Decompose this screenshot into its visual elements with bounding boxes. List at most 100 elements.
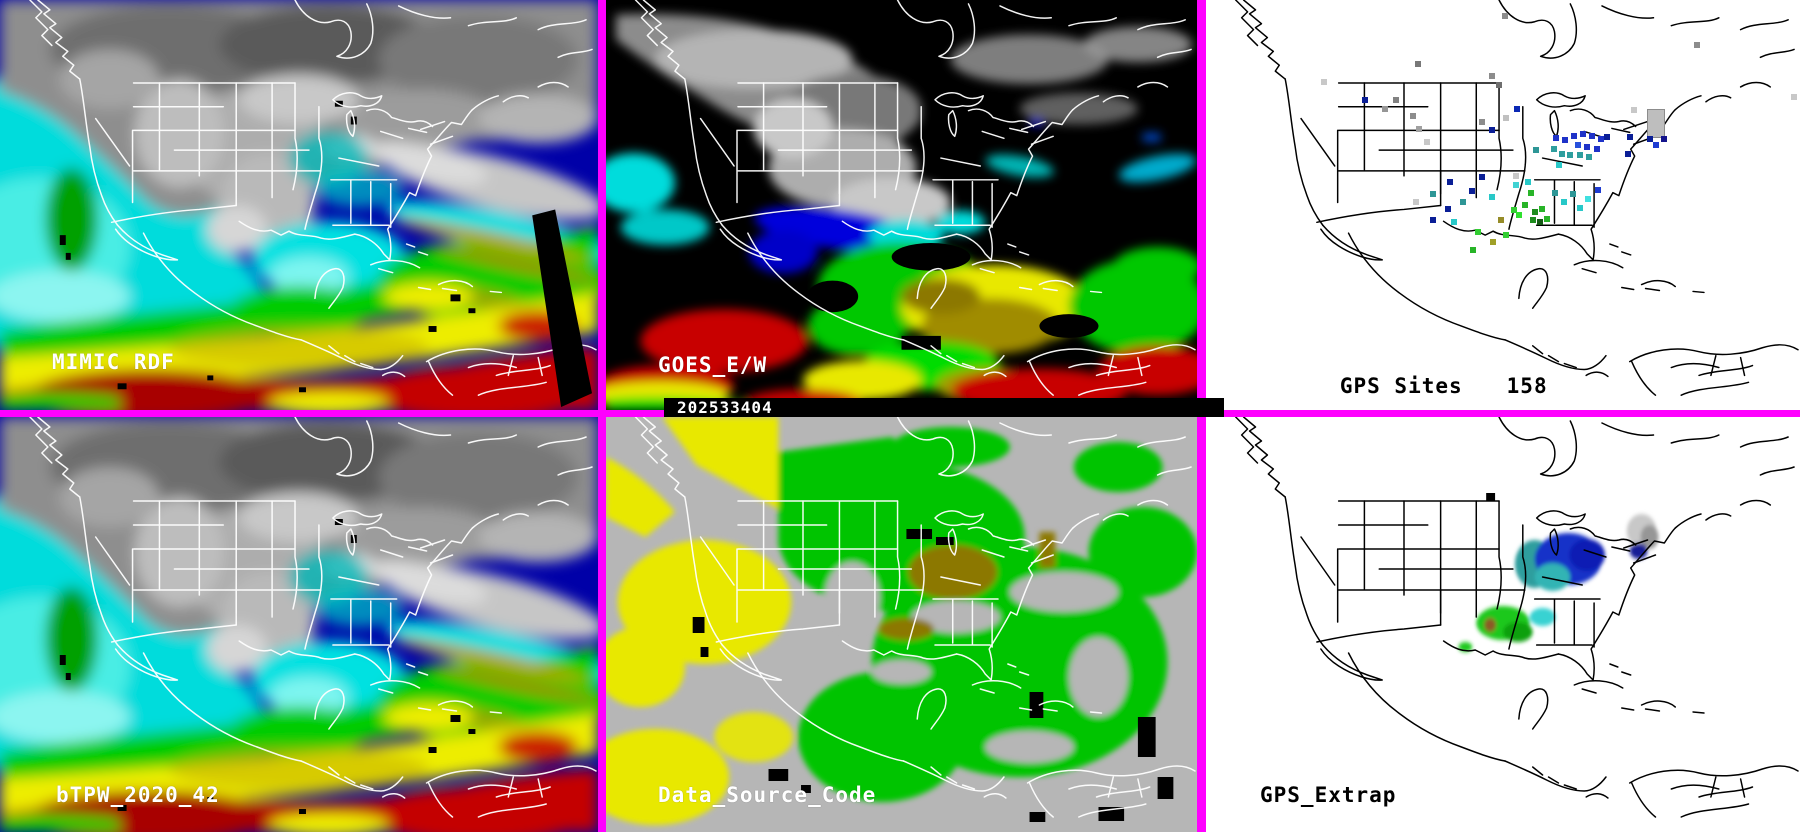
- gps-site-square: [1552, 190, 1558, 196]
- gps-site-square: [1490, 239, 1496, 245]
- gps-site-square: [1556, 162, 1562, 168]
- gps-site-square: [1479, 174, 1485, 180]
- gps-site-square: [1561, 199, 1567, 205]
- gps-site-square: [1653, 142, 1659, 148]
- gps-site-square: [1503, 115, 1509, 121]
- gps-site-square: [1393, 97, 1399, 103]
- gps-sites-map-art: [1206, 0, 1800, 410]
- gps-site-square: [1530, 217, 1536, 223]
- gps-site-square: [1489, 194, 1495, 200]
- gps-site-square: [1559, 151, 1565, 157]
- gps-site-square: [1502, 13, 1508, 19]
- gps-site-square: [1577, 152, 1583, 158]
- gps-site-square: [1514, 106, 1520, 112]
- panel-label-data-source-code: Data_Source_Code: [658, 783, 877, 807]
- gps-site-square: [1544, 216, 1550, 222]
- btpw-map-art: [0, 417, 598, 832]
- gps-site-square: [1469, 188, 1475, 194]
- gps-site-square: [1625, 151, 1631, 157]
- gps-site-square: [1627, 134, 1633, 140]
- gps-site-square: [1562, 137, 1568, 143]
- gps-site-square: [1533, 147, 1539, 153]
- gps-site-square: [1604, 134, 1610, 140]
- gps-site-square: [1416, 126, 1422, 132]
- panel-goes-ew: GOES_E/W: [606, 0, 1197, 410]
- gps-site-square: [1447, 179, 1453, 185]
- gps-site-square: [1539, 206, 1545, 212]
- gps-site-square: [1567, 152, 1573, 158]
- gps-site-square: [1647, 136, 1653, 142]
- satellite-gap-streak: [532, 209, 593, 408]
- gps-site-square: [1589, 133, 1595, 139]
- gps-site-square: [1382, 106, 1388, 112]
- gps-site-square: [1522, 202, 1528, 208]
- timestamp-bar: 202533404: [664, 398, 1224, 417]
- panel-gps-sites: GPS Sites 158: [1206, 0, 1800, 410]
- gps-site-square: [1489, 127, 1495, 133]
- vermont-gray-block: [1647, 109, 1665, 138]
- gps-site-square: [1451, 219, 1457, 225]
- extrap-blobs: [1458, 514, 1659, 652]
- panel-btpw: bTPW_2020_42: [0, 417, 598, 832]
- gps-site-square: [1586, 154, 1592, 160]
- panel-gps-extrap: GPS_Extrap: [1206, 417, 1800, 832]
- gps-site-square: [1577, 205, 1583, 211]
- gps-site-square: [1584, 144, 1590, 150]
- goes-data-gaps: [806, 243, 1099, 350]
- gps-site-square: [1570, 191, 1576, 197]
- gps-site-square: [1410, 113, 1416, 119]
- gps-site-square: [1415, 61, 1421, 67]
- gps-sites-count: 158: [1506, 374, 1548, 398]
- gps-site-square: [1460, 199, 1466, 205]
- gps-site-square: [1513, 182, 1519, 188]
- panel-label-goes-ew: GOES_E/W: [658, 353, 768, 377]
- gps-site-square: [1571, 133, 1577, 139]
- gps-sites-squares: [1206, 0, 1800, 410]
- gps-site-square: [1489, 73, 1495, 79]
- gps-site-square: [1532, 209, 1538, 215]
- panel-mimic-rdf: MIMIC RDF: [0, 0, 598, 410]
- gps-site-square: [1661, 136, 1667, 142]
- timestamp-text: 202533404: [677, 398, 773, 417]
- gps-site-square: [1503, 232, 1509, 238]
- gps-site-square: [1321, 79, 1327, 85]
- gps-site-square: [1445, 206, 1451, 212]
- data-source-code-map-art: [606, 417, 1197, 832]
- gps-site-square: [1525, 179, 1531, 185]
- gps-site-square: [1413, 199, 1419, 205]
- gps-site-square: [1516, 212, 1522, 218]
- panel-label-mimic-rdf: MIMIC RDF: [52, 350, 175, 374]
- panel-label-btpw: bTPW_2020_42: [56, 783, 220, 807]
- gps-site-square: [1470, 247, 1476, 253]
- panel-label-gps-extrap: GPS_Extrap: [1260, 783, 1397, 807]
- gps-site-square: [1498, 217, 1504, 223]
- gps-site-square: [1580, 131, 1586, 137]
- mimic-rdf-map-art: [0, 0, 598, 410]
- gps-site-square: [1424, 139, 1430, 145]
- gps-site-square: [1791, 94, 1797, 100]
- panel-label-gps-sites: GPS Sites 158: [1258, 355, 1548, 410]
- panel-data-source-code: Data_Source_Code: [606, 417, 1197, 832]
- goes-ew-map-art: [606, 0, 1197, 410]
- gps-site-square: [1694, 42, 1700, 48]
- gps-site-square: [1362, 97, 1368, 103]
- gps-site-square: [1594, 146, 1600, 152]
- gps-sites-label: GPS Sites: [1339, 374, 1463, 398]
- gps-site-square: [1598, 136, 1604, 142]
- gps-site-square: [1513, 173, 1519, 179]
- gps-site-square: [1475, 229, 1481, 235]
- gps-site-square: [1479, 119, 1485, 125]
- gps-site-square: [1430, 217, 1436, 223]
- gps-site-square: [1528, 190, 1534, 196]
- gps-site-square: [1553, 135, 1559, 141]
- gps-site-square: [1496, 82, 1502, 88]
- gps-site-square: [1430, 191, 1436, 197]
- gps-site-square: [1551, 146, 1557, 152]
- gps-site-square: [1585, 196, 1591, 202]
- gps-site-square: [1537, 219, 1543, 225]
- gps-site-square: [1511, 207, 1517, 213]
- gps-site-square: [1595, 187, 1601, 193]
- gps-site-square: [1631, 107, 1637, 113]
- gps-site-square: [1575, 142, 1581, 148]
